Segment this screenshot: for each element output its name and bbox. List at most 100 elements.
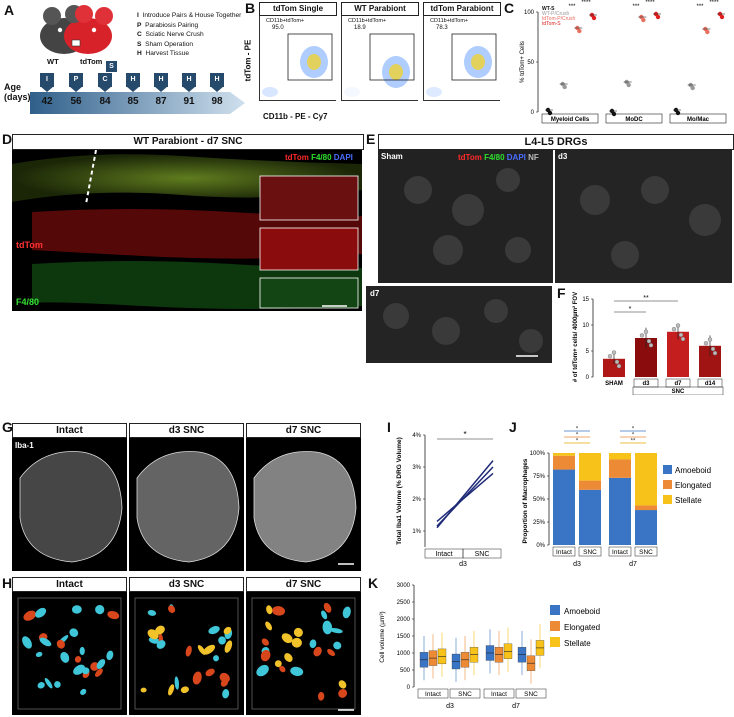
timeline-arrow-head: [98, 86, 112, 92]
i-group-label: d3: [459, 561, 467, 568]
h-cell: [74, 656, 82, 663]
panel-label-d: D: [2, 131, 13, 147]
flow-population-core: [389, 64, 403, 80]
timeline-event-marker: H: [182, 73, 196, 87]
timeline-day: 87: [155, 96, 167, 107]
h-cell: [213, 655, 220, 662]
c-sig: ****: [709, 0, 719, 6]
flow-plot-title: WT Parabiont: [341, 2, 419, 16]
flow-plot-area: CD11b+tdTom+ 78.3: [423, 16, 500, 101]
timeline-day: 42: [41, 96, 53, 107]
c-point: [641, 17, 646, 23]
g-image: [246, 438, 361, 571]
k-y-tick-label: 0: [407, 685, 411, 691]
f-x-label: d7: [674, 381, 682, 387]
h-cell: [208, 626, 220, 635]
h-cell: [284, 653, 293, 662]
h-cell: [317, 691, 325, 701]
flow-gate: [369, 33, 415, 81]
flow-ylabel: tdTom - PE: [243, 39, 253, 82]
j-bar-segment: [553, 469, 575, 545]
c-y-tick-label: 100: [524, 10, 535, 16]
panel-e-title: L4-L5 DRGs: [378, 134, 734, 150]
c-point: [611, 111, 617, 117]
panel-k: K 0 500 1000 1500 2000 2500 3000 Cell volume (µ…: [360, 575, 734, 717]
drg-label-d7: d7: [370, 289, 380, 298]
nerve-image-svg: [12, 150, 362, 309]
f-point: [680, 336, 686, 342]
h-cell: [39, 637, 52, 647]
k-y-tick-label: 1500: [397, 634, 411, 640]
k-ylabel: Cell volume (µm³): [379, 611, 386, 662]
j-group-label: d3: [573, 561, 581, 568]
k-y-tick-label: 2500: [397, 600, 411, 606]
c-y-tick-label: 0: [531, 110, 535, 116]
f-point: [707, 337, 713, 342]
h-cell: [322, 620, 333, 635]
h-cell: [279, 665, 286, 673]
panel-e: E L4-L5 DRGs Sham d3 d7 tdTom F4/80 DAPI…: [366, 131, 734, 363]
h-cell: [327, 649, 336, 656]
panel-c: C 0 50 100% tdTom+ Cells Myeloid Cells *** **…: [500, 0, 734, 135]
timeline-event-marker: H: [210, 73, 224, 87]
legend-a: I Introduce Pairs & House Together P Par…: [137, 11, 247, 59]
panel-d-title: WT Parabiont - d7 SNC: [12, 134, 364, 150]
k-x-box: [515, 688, 547, 699]
timeline-event-marker: C: [98, 73, 112, 87]
panel-h: H Intact d3 SNC d7 SNC: [0, 575, 361, 717]
drg-sham-svg: [378, 150, 553, 283]
c-point: [547, 110, 553, 116]
j-y-tick-label: 75%: [533, 474, 546, 480]
c-category-label: Mo/Mac: [687, 117, 710, 123]
flow-plot-title: tdTom Parabiont: [423, 2, 501, 16]
g-image: [129, 438, 244, 571]
c-ylabel: % tdTom+ Cells: [520, 41, 526, 83]
h-cell: [281, 633, 293, 644]
j-legend-swatch: [663, 480, 672, 489]
h-cell: [35, 607, 47, 618]
h-cell: [81, 667, 90, 675]
timeline-arrow-head: [182, 86, 196, 92]
h-cell: [95, 605, 105, 615]
h-cell: [333, 641, 342, 650]
j-y-tick-label: 50%: [533, 497, 546, 503]
f-point: [614, 359, 620, 365]
i-ylabel: Total Iba1 Volume (% DRG Volume): [396, 437, 403, 545]
timeline-arrow: [30, 92, 245, 114]
h-cell: [329, 628, 343, 634]
h-image-svg: [17, 597, 122, 710]
drg-image-d7: [366, 286, 552, 363]
h-image-title: d3 SNC: [129, 577, 244, 592]
timeline-arrow-head: [69, 86, 83, 92]
c-category-box: [605, 113, 663, 124]
j-sig: *: [576, 427, 579, 433]
sham-badge: S: [106, 61, 117, 72]
h-cell: [338, 688, 348, 698]
flow-plot-area: CD11b+tdTom+ 18.9: [341, 16, 418, 101]
h-cell: [73, 664, 86, 675]
g-image-svg: [19, 451, 123, 563]
h-image: [12, 592, 127, 715]
i-y-tick-label: 3%: [412, 465, 421, 471]
h-cell: [148, 637, 160, 644]
f-y-tick-label: 10: [582, 323, 589, 329]
c-point: [655, 14, 661, 20]
h-cell: [265, 621, 273, 631]
c-point: [675, 110, 681, 116]
h-cell: [168, 605, 176, 613]
timeline-day: 91: [183, 96, 195, 107]
timeline-event-marker: P: [69, 73, 83, 87]
legend-item: H Harvest Tissue: [137, 50, 190, 58]
k-legend-swatch: [550, 605, 560, 615]
i-x-box: [462, 548, 502, 559]
j-group-label: d7: [629, 561, 637, 568]
h-cell: [69, 628, 79, 638]
f-x-label: d3: [642, 381, 650, 387]
c-category-label: Myeloid Cells: [551, 117, 590, 123]
j-bar-segment: [609, 459, 631, 478]
c-y-tick-label: 50: [527, 60, 534, 66]
j-x-box: [578, 546, 602, 557]
i-x-label: Intact: [435, 551, 452, 558]
h-cell: [79, 646, 85, 656]
